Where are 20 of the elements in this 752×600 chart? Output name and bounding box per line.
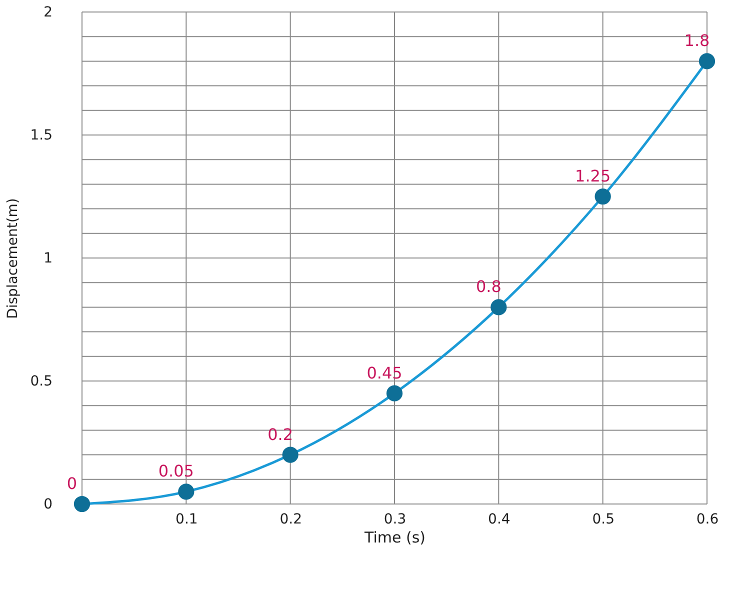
data-label: 0.8 — [476, 277, 502, 296]
y-tick-label: 1 — [44, 250, 52, 266]
data-label: 0 — [66, 474, 78, 493]
x-tick-label: 0.4 — [488, 512, 510, 528]
y-tick-label: 1.5 — [30, 128, 52, 144]
y-tick-label: 2 — [44, 4, 52, 20]
x-tick-label: 0.2 — [280, 512, 302, 528]
y-tick-label: 0.5 — [30, 374, 52, 390]
x-tick-label: 0.3 — [384, 512, 406, 528]
y-tick-label: 0 — [44, 496, 52, 512]
data-label: 0.45 — [366, 363, 402, 382]
data-label: 0.2 — [268, 424, 294, 444]
x-tick-label: 0.6 — [696, 512, 719, 528]
x-tick-label: 0.5 — [592, 512, 614, 528]
data-label: 1.25 — [575, 166, 611, 186]
data-label: 1.8 — [684, 31, 710, 50]
x-tick-label: 0.1 — [176, 512, 198, 528]
x-axis-title: Time (s) — [364, 528, 426, 546]
y-axis-title: Displacement(m) — [5, 198, 22, 319]
data-label: 0.05 — [158, 462, 194, 481]
